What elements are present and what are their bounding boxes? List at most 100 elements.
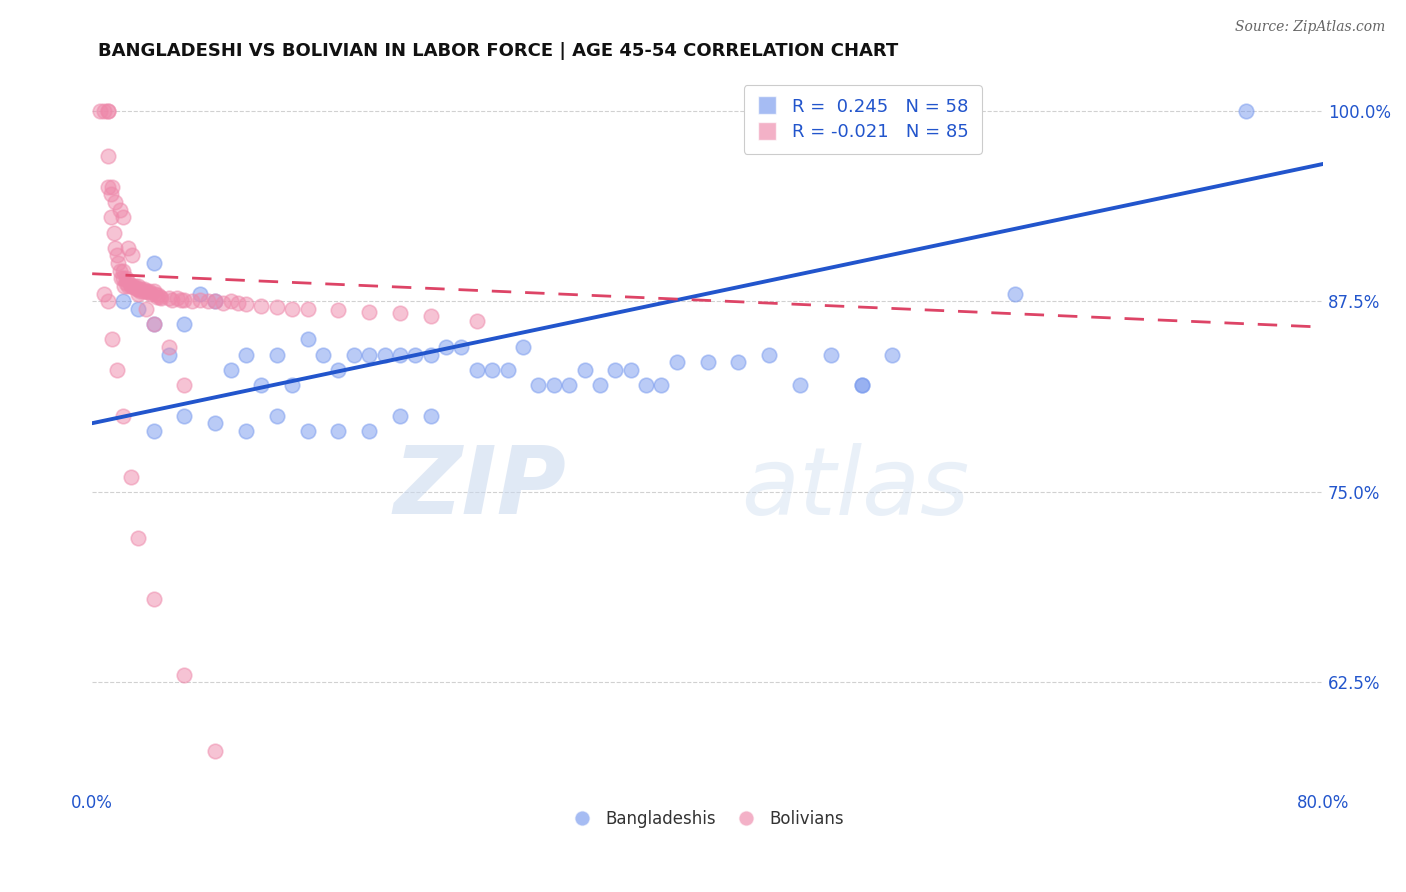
Point	[100, 187, 122, 202]
Point	[97, 103, 120, 118]
Point	[465, 314, 488, 328]
Point	[101, 332, 124, 346]
Point	[512, 340, 534, 354]
Point	[139, 286, 162, 301]
Point	[212, 295, 235, 310]
Point	[127, 286, 149, 301]
Point	[121, 279, 143, 293]
Point	[359, 424, 381, 438]
Point	[328, 363, 350, 377]
Point	[359, 305, 381, 319]
Point	[250, 299, 273, 313]
Legend: Bangladeshis, Bolivians: Bangladeshis, Bolivians	[565, 804, 851, 835]
Point	[131, 282, 153, 296]
Point	[312, 347, 335, 361]
Point	[127, 282, 149, 296]
Point	[125, 282, 148, 296]
Point	[135, 301, 157, 316]
Point	[107, 256, 129, 270]
Point	[111, 211, 134, 225]
Point	[1234, 103, 1257, 118]
Point	[111, 263, 134, 277]
Point	[219, 363, 242, 377]
Point	[450, 340, 472, 354]
Point	[481, 363, 503, 377]
Point	[105, 363, 128, 377]
Point	[465, 363, 488, 377]
Point	[111, 271, 134, 285]
Point	[1004, 286, 1026, 301]
Point	[219, 294, 242, 309]
Point	[173, 668, 195, 682]
Point	[118, 276, 141, 290]
Point	[173, 378, 195, 392]
Point	[142, 284, 165, 298]
Point	[235, 424, 257, 438]
Point	[359, 347, 381, 361]
Point	[204, 416, 226, 430]
Point	[97, 294, 120, 309]
Point	[97, 103, 120, 118]
Point	[157, 340, 180, 354]
Point	[104, 195, 127, 210]
Point	[128, 284, 150, 298]
Point	[496, 363, 519, 377]
Point	[727, 355, 749, 369]
Point	[589, 378, 612, 392]
Point	[636, 378, 658, 392]
Point	[650, 378, 672, 392]
Point	[188, 293, 211, 307]
Point	[108, 263, 131, 277]
Point	[136, 285, 159, 299]
Point	[121, 248, 143, 262]
Point	[148, 288, 170, 302]
Point	[558, 378, 581, 392]
Point	[419, 310, 441, 324]
Point	[882, 347, 904, 361]
Point	[149, 290, 172, 304]
Point	[111, 409, 134, 423]
Point	[197, 294, 219, 309]
Point	[117, 279, 139, 293]
Point	[127, 531, 149, 545]
Point	[103, 226, 125, 240]
Point	[142, 317, 165, 331]
Point	[110, 271, 132, 285]
Text: atlas: atlas	[741, 442, 970, 533]
Point	[97, 149, 120, 163]
Point	[851, 378, 873, 392]
Point	[434, 340, 457, 354]
Point	[108, 202, 131, 217]
Point	[142, 317, 165, 331]
Point	[204, 294, 226, 309]
Point	[181, 294, 204, 309]
Point	[93, 103, 115, 118]
Point	[157, 347, 180, 361]
Text: BANGLADESHI VS BOLIVIAN IN LABOR FORCE | AGE 45-54 CORRELATION CHART: BANGLADESHI VS BOLIVIAN IN LABOR FORCE |…	[98, 42, 898, 60]
Point	[100, 211, 122, 225]
Text: ZIP: ZIP	[394, 442, 567, 534]
Point	[281, 378, 304, 392]
Point	[170, 293, 193, 307]
Point	[105, 248, 128, 262]
Text: Source: ZipAtlas.com: Source: ZipAtlas.com	[1234, 20, 1385, 34]
Point	[160, 293, 183, 307]
Point	[266, 347, 288, 361]
Point	[419, 409, 441, 423]
Point	[127, 279, 149, 293]
Point	[114, 279, 136, 293]
Point	[157, 291, 180, 305]
Point	[297, 424, 319, 438]
Point	[173, 317, 195, 331]
Point	[97, 179, 120, 194]
Point	[134, 282, 156, 296]
Point	[235, 347, 257, 361]
Point	[789, 378, 811, 392]
Point	[204, 744, 226, 758]
Point	[266, 409, 288, 423]
Point	[115, 271, 138, 285]
Point	[343, 347, 366, 361]
Point	[665, 355, 688, 369]
Point	[142, 591, 165, 606]
Point	[89, 103, 111, 118]
